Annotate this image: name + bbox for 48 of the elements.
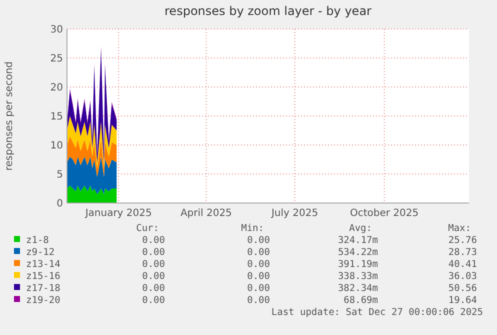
text: 0.00 [247, 295, 270, 306]
y-tick-label: 25 [50, 54, 63, 64]
text: 19.64 [448, 295, 478, 306]
y-tick-label: 30 [50, 24, 63, 36]
text: 50.56 [448, 283, 478, 294]
x-tick-label: July 2025 [270, 208, 318, 219]
y-tick-label: 20 [50, 82, 63, 94]
text: Min: [241, 223, 264, 234]
text: 534.22m [338, 247, 378, 258]
text: 0.00 [247, 235, 270, 246]
text: 0.00 [142, 283, 166, 294]
text: 391.19m [338, 259, 378, 270]
text: 382.34m [338, 283, 378, 294]
y-tick-label: 5 [56, 170, 63, 180]
y-axis-title: responses per second [4, 61, 15, 171]
text: 0.00 [142, 235, 166, 246]
text: 28.73 [448, 247, 477, 258]
legend-label: z13-14 [26, 259, 61, 270]
text: 0.00 [247, 283, 270, 294]
text: 0.00 [142, 247, 166, 258]
y-tick-label: 15 [50, 112, 63, 122]
legend-label: z9-12 [26, 247, 55, 258]
text: Max: [448, 223, 471, 234]
legend-label: z19-20 [26, 295, 61, 306]
legend-label: z1-8 [26, 235, 50, 246]
text: 0.00 [247, 271, 270, 282]
legend-label: z15-16 [26, 271, 61, 282]
text: 0.00 [247, 247, 270, 258]
text: Last update: Sat Dec 27 00:00:06 2025 [271, 307, 483, 318]
text: 0.00 [247, 259, 270, 270]
text: 36.03 [448, 271, 477, 282]
text: 324.17m [338, 235, 378, 246]
text: 68.69m [344, 295, 378, 306]
text: 0.00 [142, 271, 166, 282]
x-tick-label: January 2025 [84, 208, 152, 219]
y-tick-label: 0 [56, 198, 63, 210]
x-tick-label: April 2025 [180, 208, 232, 219]
legend-label: z17-18 [26, 283, 61, 294]
text: Avg: [349, 223, 372, 234]
y-tick-label: 10 [50, 140, 63, 152]
chart-title: responses by zoom layer - by year [164, 4, 372, 18]
x-tick-label: October 2025 [350, 208, 419, 219]
text: 0.00 [142, 295, 166, 306]
text: 0.00 [142, 259, 166, 270]
text: 25.76 [448, 235, 478, 246]
text: 40.41 [448, 259, 478, 270]
text: Cur: [136, 223, 159, 234]
text: 338.33m [338, 271, 378, 282]
